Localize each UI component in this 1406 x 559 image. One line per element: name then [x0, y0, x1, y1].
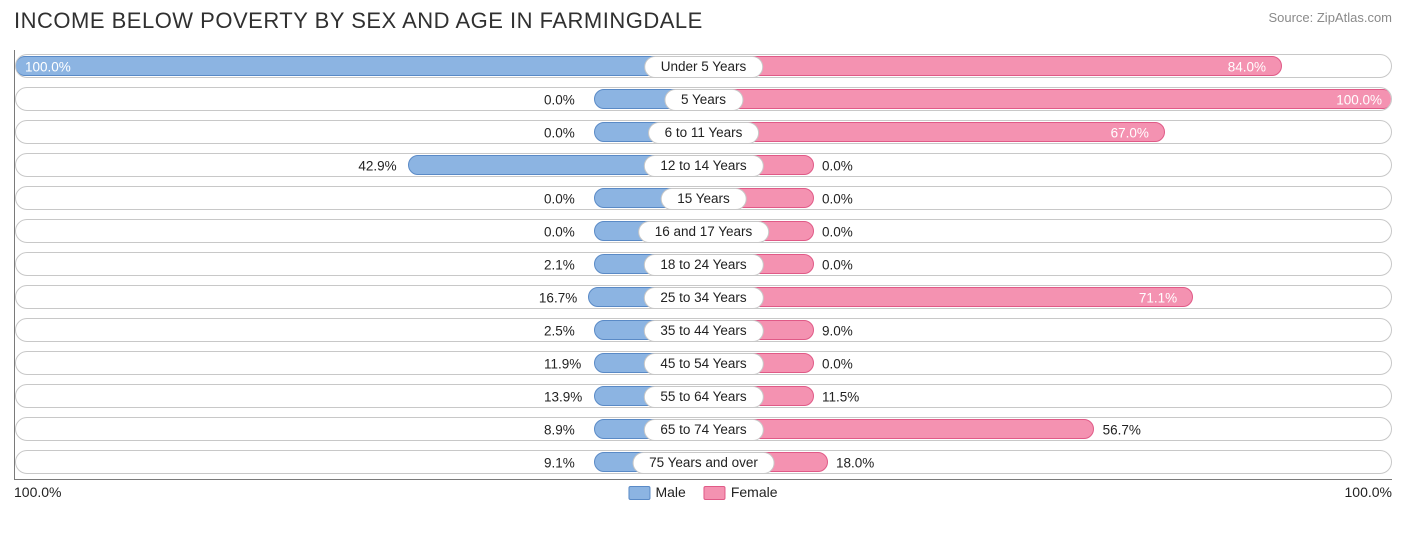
chart-source: Source: ZipAtlas.com	[1268, 8, 1392, 25]
female-value: 100.0%	[1336, 92, 1382, 107]
male-value: 9.1%	[544, 455, 575, 470]
male-value: 16.7%	[539, 290, 577, 305]
legend-male: Male	[628, 484, 685, 500]
table-row: 18 to 24 Years 2.1% 0.0%	[15, 248, 1392, 281]
category-label: Under 5 Years	[644, 56, 764, 78]
table-row: 45 to 54 Years 11.9% 0.0%	[15, 347, 1392, 380]
male-value: 2.1%	[544, 257, 575, 272]
chart-header: INCOME BELOW POVERTY BY SEX AND AGE IN F…	[14, 8, 1392, 50]
female-value: 0.0%	[822, 191, 853, 206]
female-value: 0.0%	[822, 158, 853, 173]
legend-female-label: Female	[731, 484, 778, 500]
table-row: 15 Years 0.0% 0.0%	[15, 182, 1392, 215]
female-bar	[704, 89, 1393, 109]
table-row: 5 Years 0.0% 100.0%	[15, 83, 1392, 116]
female-value: 56.7%	[1103, 422, 1141, 437]
category-label: 25 to 34 Years	[643, 287, 763, 309]
male-value: 42.9%	[358, 158, 396, 173]
female-value: 0.0%	[822, 257, 853, 272]
category-label: 6 to 11 Years	[648, 122, 760, 144]
table-row: 55 to 64 Years 13.9% 11.5%	[15, 380, 1392, 413]
female-bar	[704, 56, 1283, 76]
male-value: 0.0%	[544, 191, 575, 206]
category-label: 35 to 44 Years	[643, 320, 763, 342]
legend: Male Female	[628, 484, 777, 500]
male-value: 100.0%	[25, 59, 71, 74]
male-value: 11.9%	[544, 356, 581, 371]
category-label: 45 to 54 Years	[643, 353, 763, 375]
female-value: 9.0%	[822, 323, 853, 338]
poverty-by-sex-age-chart: INCOME BELOW POVERTY BY SEX AND AGE IN F…	[0, 0, 1406, 559]
male-bar	[15, 56, 704, 76]
chart-title: INCOME BELOW POVERTY BY SEX AND AGE IN F…	[14, 8, 703, 34]
male-value: 13.9%	[544, 389, 582, 404]
chart-footer: 100.0% Male Female 100.0%	[14, 480, 1392, 500]
category-label: 5 Years	[664, 89, 743, 111]
male-value: 8.9%	[544, 422, 575, 437]
female-value: 67.0%	[1111, 125, 1149, 140]
category-label: 12 to 14 Years	[643, 155, 763, 177]
male-value: 0.0%	[544, 92, 575, 107]
chart-rows: Under 5 Years 100.0% 84.0% 5 Years 0.0% 100.0…	[14, 50, 1392, 480]
category-label: 18 to 24 Years	[643, 254, 763, 276]
male-swatch-icon	[628, 486, 650, 500]
legend-male-label: Male	[655, 484, 685, 500]
table-row: 65 to 74 Years 8.9% 56.7%	[15, 413, 1392, 446]
female-value: 0.0%	[822, 356, 853, 371]
female-bar	[704, 287, 1194, 307]
female-value: 84.0%	[1228, 59, 1266, 74]
category-label: 55 to 64 Years	[643, 386, 763, 408]
male-value: 0.0%	[544, 224, 575, 239]
table-row: 16 and 17 Years 0.0% 0.0%	[15, 215, 1392, 248]
table-row: 25 to 34 Years 16.7% 71.1%	[15, 281, 1392, 314]
axis-left-label: 100.0%	[14, 484, 61, 500]
female-value: 71.1%	[1139, 290, 1177, 305]
category-label: 65 to 74 Years	[643, 419, 763, 441]
male-value: 0.0%	[544, 125, 575, 140]
female-value: 18.0%	[836, 455, 874, 470]
table-row: 75 Years and over 9.1% 18.0%	[15, 446, 1392, 479]
female-swatch-icon	[704, 486, 726, 500]
legend-female: Female	[704, 484, 778, 500]
table-row: 6 to 11 Years 0.0% 67.0%	[15, 116, 1392, 149]
female-value: 11.5%	[822, 389, 859, 404]
axis-right-label: 100.0%	[1345, 484, 1392, 500]
female-bar	[704, 122, 1166, 142]
category-label: 16 and 17 Years	[638, 221, 770, 243]
category-label: 15 Years	[660, 188, 747, 210]
category-label: 75 Years and over	[632, 452, 775, 474]
female-value: 0.0%	[822, 224, 853, 239]
table-row: 35 to 44 Years 2.5% 9.0%	[15, 314, 1392, 347]
male-value: 2.5%	[544, 323, 575, 338]
table-row: Under 5 Years 100.0% 84.0%	[15, 50, 1392, 83]
table-row: 12 to 14 Years 42.9% 0.0%	[15, 149, 1392, 182]
